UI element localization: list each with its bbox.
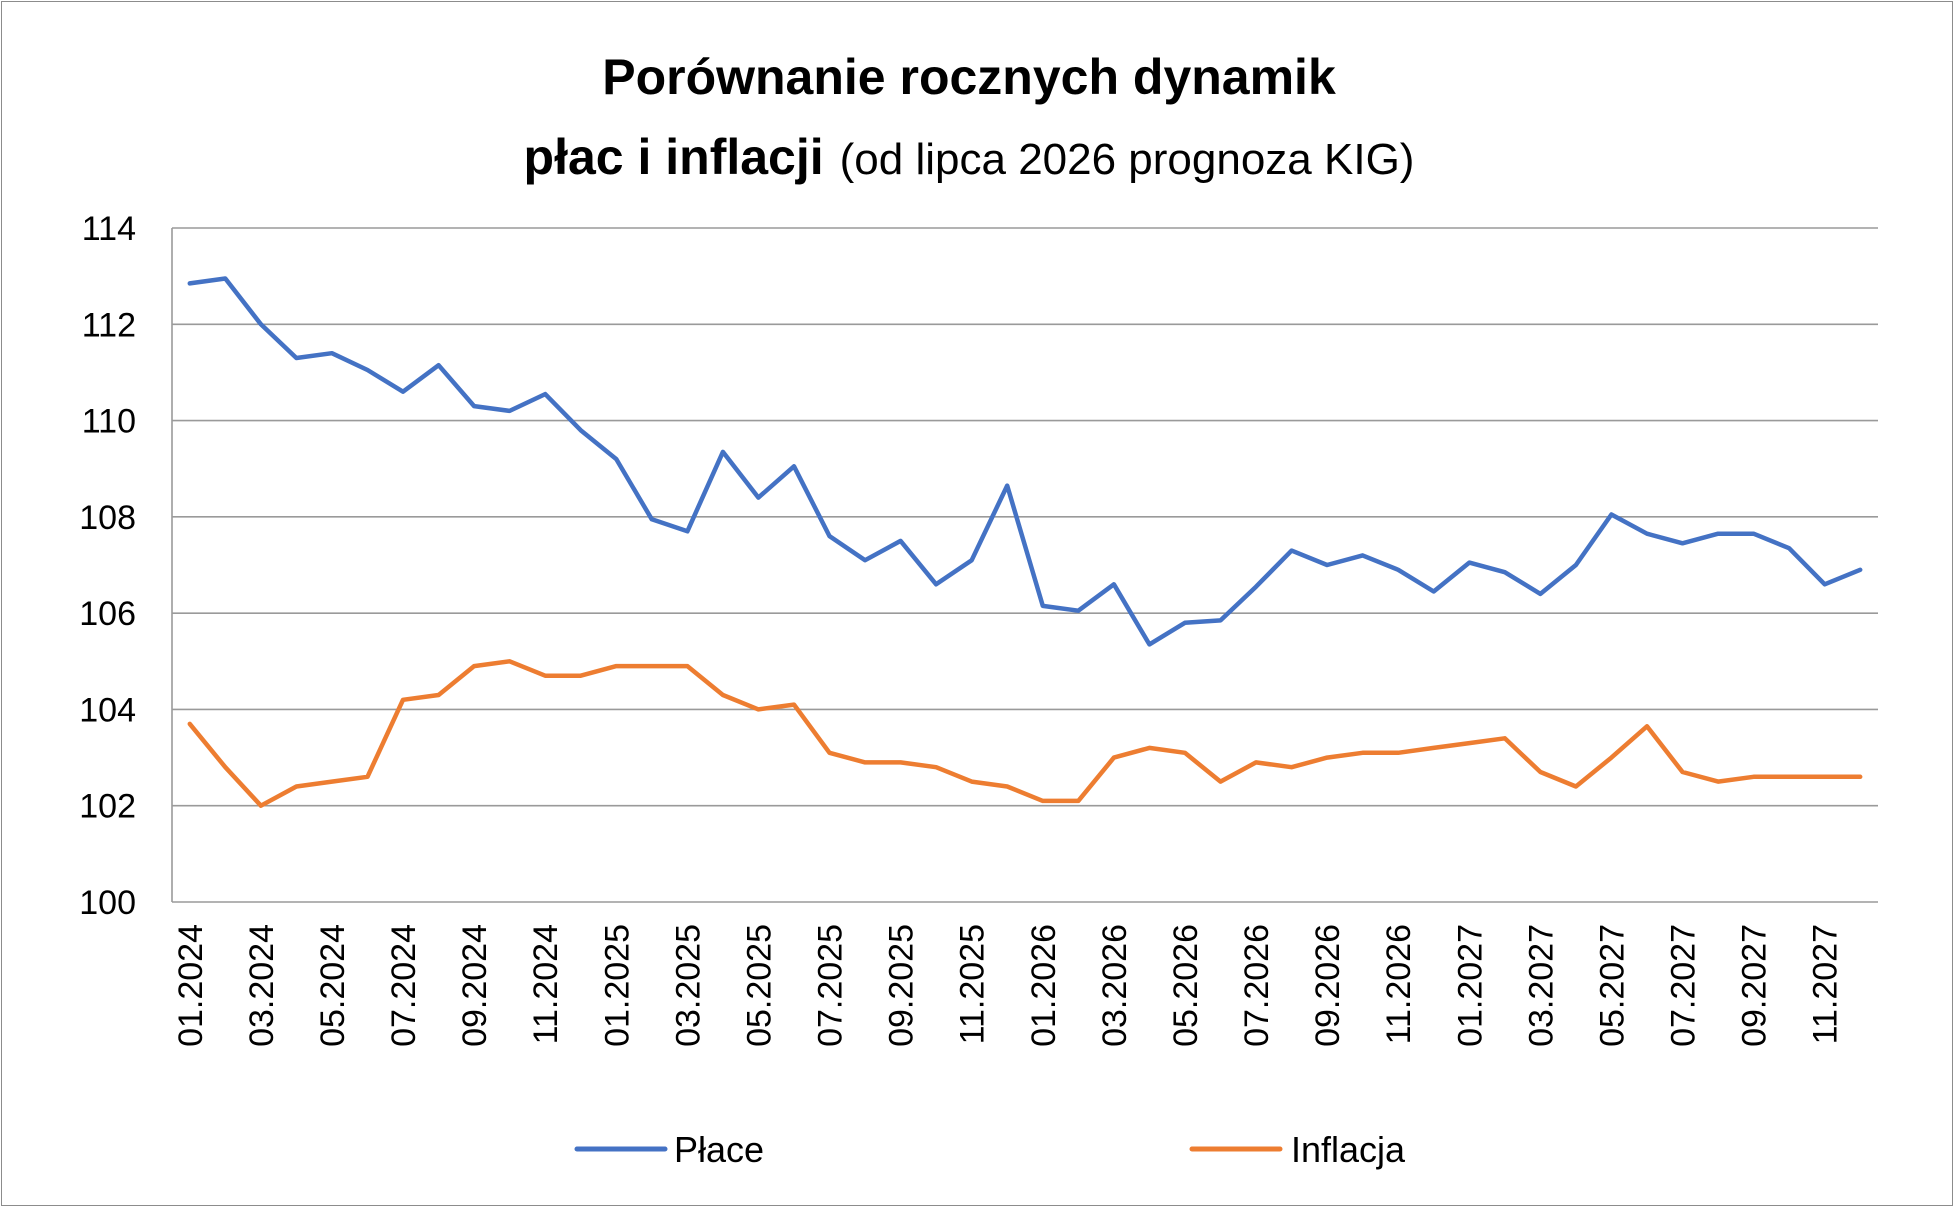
grid-lines — [171, 227, 1878, 903]
x-tick-label: 11.2024 — [527, 924, 565, 1044]
series-line-place — [187, 276, 1863, 647]
x-tick-label: 07.2025 — [812, 924, 850, 1047]
x-tick-label: 01.2024 — [172, 924, 210, 1047]
x-tick-label: 07.2026 — [1238, 924, 1276, 1047]
x-tick-label: 01.2026 — [1025, 924, 1063, 1047]
x-tick-label: 09.2024 — [456, 924, 494, 1047]
x-tick-label: 07.2024 — [385, 924, 423, 1047]
x-tick-label: 05.2024 — [314, 924, 352, 1047]
x-tick-label: 11.2027 — [1807, 924, 1845, 1044]
x-tick-label: 01.2027 — [1451, 924, 1489, 1047]
y-tick-label: 102 — [79, 788, 136, 826]
y-tick-label: 104 — [79, 691, 136, 729]
chart-title-line2: płac i inflacji (od lipca 2026 prognoza K… — [524, 129, 1415, 185]
legend: Płace Inflacja — [574, 1129, 1406, 1170]
x-tick-label: 07.2027 — [1665, 924, 1703, 1047]
series-line-inflacja — [187, 659, 1863, 808]
y-tick-label: 106 — [79, 595, 136, 633]
x-tick-label: 03.2027 — [1522, 924, 1560, 1047]
y-tick-label: 114 — [82, 210, 136, 248]
y-tick-label: 110 — [82, 403, 136, 441]
x-tick-label: 03.2025 — [669, 924, 707, 1047]
x-tick-label: 05.2026 — [1167, 924, 1205, 1047]
y-tick-label: 112 — [82, 306, 136, 344]
x-tick-label: 09.2025 — [883, 924, 921, 1047]
legend-label-place: Płace — [674, 1129, 764, 1170]
chart-title-line2-bold: płac i inflacji — [524, 129, 824, 185]
chart-title-line2-normal: (od lipca 2026 prognoza KIG) — [840, 135, 1415, 184]
y-axis-ticks: 100 102 104 106 108 110 112 114 — [79, 210, 136, 922]
x-tick-label: 01.2025 — [598, 924, 636, 1047]
chart-title: Porównanie rocznych dynamik płac i infla… — [524, 49, 1415, 185]
x-tick-label: 11.2025 — [954, 924, 992, 1044]
series-lines — [187, 276, 1863, 808]
x-tick-label: 09.2027 — [1736, 924, 1774, 1047]
legend-label-inflacja: Inflacja — [1291, 1129, 1406, 1170]
chart-title-line1: Porównanie rocznych dynamik — [602, 49, 1336, 105]
x-tick-label: 03.2026 — [1096, 924, 1134, 1047]
y-tick-label: 108 — [79, 499, 136, 537]
y-tick-label: 100 — [79, 884, 136, 922]
x-tick-label: 05.2025 — [740, 924, 778, 1047]
x-tick-label: 05.2027 — [1593, 924, 1631, 1047]
x-tick-label: 09.2026 — [1309, 924, 1347, 1047]
x-tick-label: 11.2026 — [1380, 924, 1418, 1044]
x-axis-ticks: 01.2024 03.2024 05.2024 07.2024 09.2024 11.20… — [172, 924, 1845, 1047]
x-tick-label: 03.2024 — [243, 924, 281, 1047]
